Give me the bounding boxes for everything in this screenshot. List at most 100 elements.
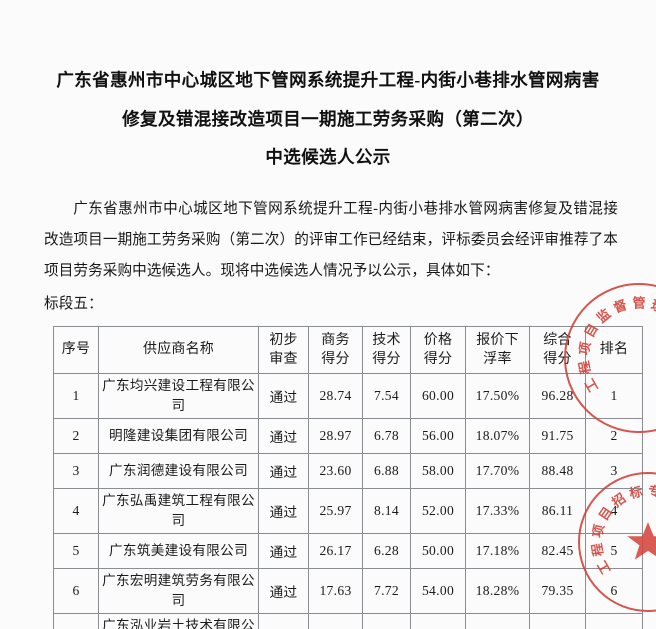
cell-discount-rate: 17.18% xyxy=(465,532,530,569)
cell-rank: 6 xyxy=(585,567,643,614)
column-header-discount-rate: 报价下 浮率 xyxy=(465,325,530,374)
bid-results-table-wrapper: 序号 供应商名称 初步 审查 商务 得分 技术 得分 xyxy=(53,325,643,629)
table-header: 序号 供应商名称 初步 审查 商务 得分 技术 得分 xyxy=(53,325,643,374)
cell-rank: 1 xyxy=(585,372,643,419)
cell-rank: 5 xyxy=(585,532,643,569)
column-header-prelim-line1: 初步 xyxy=(269,332,298,348)
column-header-index-line1: 序号 xyxy=(61,342,91,357)
cell-index: 1 xyxy=(53,372,99,419)
cell-price-score: 60.00 xyxy=(410,372,466,419)
cell-index: 3 xyxy=(53,452,99,489)
announcement-paragraph: 广东省惠州市中心城区地下管网系统提升工程-内街小巷排水管网病害修复及错混接改造项… xyxy=(44,200,618,279)
cell-price-score: 52.00 xyxy=(410,487,466,534)
cell-supplier: 广东弘禹建筑工程有限公司 xyxy=(98,487,259,534)
cell-rank: 3 xyxy=(585,452,643,489)
cell-prelim: 通过 xyxy=(258,532,309,569)
cell-prelim: 通过 xyxy=(258,452,309,489)
cell-rank: 7 xyxy=(585,612,643,629)
cell-index: 4 xyxy=(53,487,99,534)
cell-total-score: 88.48 xyxy=(529,452,586,489)
page-title-line-2: 修复及错混接改造项目一期施工劳务采购（第二次） xyxy=(122,108,534,129)
cell-index: 2 xyxy=(53,417,99,454)
table-row: 5 广东筑美建设有限公司 通过 26.17 6.28 50.00 17.18% 82.45 5 xyxy=(53,532,643,569)
cell-rank: 2 xyxy=(585,417,643,454)
document-body: 广东省惠州市中心城区地下管网系统提升工程-内街小巷排水管网病害修复及错混接改造项… xyxy=(44,167,618,320)
column-header-prelim-line2: 审查 xyxy=(269,351,298,367)
cell-business-score: 28.74 xyxy=(308,372,363,419)
column-header-business-score-line2: 得分 xyxy=(321,351,350,367)
cell-prelim: 通过 xyxy=(258,612,309,629)
column-header-total-score: 综合 得分 xyxy=(529,325,586,374)
page-title-line-3: 中选候选人公示 xyxy=(265,147,391,167)
column-header-price-score-line2: 得分 xyxy=(423,351,453,367)
cell-business-score: 28.97 xyxy=(308,417,363,454)
lot-section-label: 标段五： xyxy=(44,295,103,312)
cell-discount-rate: 16.66% xyxy=(465,612,530,629)
cell-index: 5 xyxy=(53,532,99,569)
cell-price-score: 48.00 xyxy=(410,612,466,629)
cell-discount-rate: 17.33% xyxy=(465,487,530,534)
cell-prelim: 通过 xyxy=(258,567,309,614)
table-row: 1 广东均兴建设工程有限公司 通过 28.74 7.54 60.00 17.50% 96.28… xyxy=(53,372,643,419)
cell-price-score: 56.00 xyxy=(410,417,466,454)
cell-total-score: 79.35 xyxy=(529,567,586,614)
column-header-total-score-line2: 得分 xyxy=(543,351,572,367)
cell-total-score: 86.11 xyxy=(529,487,586,534)
cell-tech-score: 8.14 xyxy=(362,487,411,534)
column-header-tech-score-line1: 技术 xyxy=(372,332,401,348)
cell-prelim: 通过 xyxy=(258,417,309,454)
cell-discount-rate: 18.28% xyxy=(465,567,530,614)
cell-tech-score: 7.54 xyxy=(362,372,411,419)
cell-supplier: 广东泓业岩土技术有限公司 xyxy=(98,612,259,629)
cell-index: 7 xyxy=(53,612,99,629)
table-body: 1 广东均兴建设工程有限公司 通过 28.74 7.54 60.00 17.50% 96.28… xyxy=(53,372,643,629)
column-header-tech-score-line2: 得分 xyxy=(372,351,401,367)
cell-supplier: 广东均兴建设工程有限公司 xyxy=(98,372,259,419)
column-header-prelim: 初步 审查 xyxy=(258,325,309,374)
cell-tech-score: 6.78 xyxy=(362,417,411,454)
cell-business-score: 17.63 xyxy=(308,567,363,614)
column-header-index: 序号 xyxy=(53,325,99,374)
cell-total-score: 96.28 xyxy=(529,372,586,419)
cell-total-score: 75.10 xyxy=(529,612,586,629)
cell-business-score: 23.60 xyxy=(308,452,363,489)
cell-supplier: 广东筑美建设有限公司 xyxy=(98,532,259,569)
column-header-business-score-line1: 商务 xyxy=(321,332,350,348)
cell-total-score: 91.75 xyxy=(529,417,586,454)
cell-supplier: 明隆建设集团有限公司 xyxy=(98,417,259,454)
cell-price-score: 58.00 xyxy=(410,452,466,489)
cell-index: 6 xyxy=(53,567,99,614)
cell-tech-score: 7.60 xyxy=(362,612,411,629)
cell-business-score: 19.50 xyxy=(308,612,363,629)
page-title-line-1: 广东省惠州市中心城区地下管网系统提升工程-内街小巷排水管网病害 xyxy=(56,70,600,90)
cell-tech-score: 6.28 xyxy=(362,532,411,569)
table-header-row: 序号 供应商名称 初步 审查 商务 得分 技术 得分 xyxy=(53,325,643,374)
bid-results-table: 序号 供应商名称 初步 审查 商务 得分 技术 得分 xyxy=(53,325,643,629)
cell-prelim: 通过 xyxy=(258,372,309,419)
column-header-discount-rate-line1: 报价下 xyxy=(476,332,519,348)
cell-supplier: 广东润德建设有限公司 xyxy=(98,452,259,489)
table-row: 2 明隆建设集团有限公司 通过 28.97 6.78 56.00 18.07% 91.75 2 xyxy=(53,417,643,454)
column-header-supplier: 供应商名称 xyxy=(98,325,259,374)
table-row: 6 广东宏明建筑劳务有限公司 通过 17.63 7.72 54.00 18.28% 79.35… xyxy=(53,567,643,614)
cell-discount-rate: 18.07% xyxy=(465,417,530,454)
table-row: 4 广东弘禹建筑工程有限公司 通过 25.97 8.14 52.00 17.33% 86.11… xyxy=(53,487,643,534)
cell-business-score: 26.17 xyxy=(308,532,363,569)
column-header-tech-score: 技术 得分 xyxy=(362,325,411,374)
cell-tech-score: 6.88 xyxy=(362,452,411,489)
cell-discount-rate: 17.50% xyxy=(465,372,530,419)
column-header-price-score-line1: 价格 xyxy=(423,332,453,348)
cell-total-score: 82.45 xyxy=(529,532,586,569)
cell-business-score: 25.97 xyxy=(308,487,363,534)
cell-prelim: 通过 xyxy=(258,487,309,534)
column-header-rank: 排名 xyxy=(585,325,643,374)
column-header-supplier-line1: 供应商名称 xyxy=(143,342,214,357)
column-header-total-score-line1: 综合 xyxy=(543,332,572,348)
cell-price-score: 54.00 xyxy=(410,567,466,614)
column-header-discount-rate-line2: 浮率 xyxy=(483,351,512,367)
cell-supplier: 广东宏明建筑劳务有限公司 xyxy=(98,567,259,614)
table-row: 7广东泓业岩土技术有限公司通过19.507.6048.0016.66%75.10… xyxy=(53,612,643,629)
cell-rank: 4 xyxy=(585,487,643,534)
cell-tech-score: 7.72 xyxy=(362,567,411,614)
